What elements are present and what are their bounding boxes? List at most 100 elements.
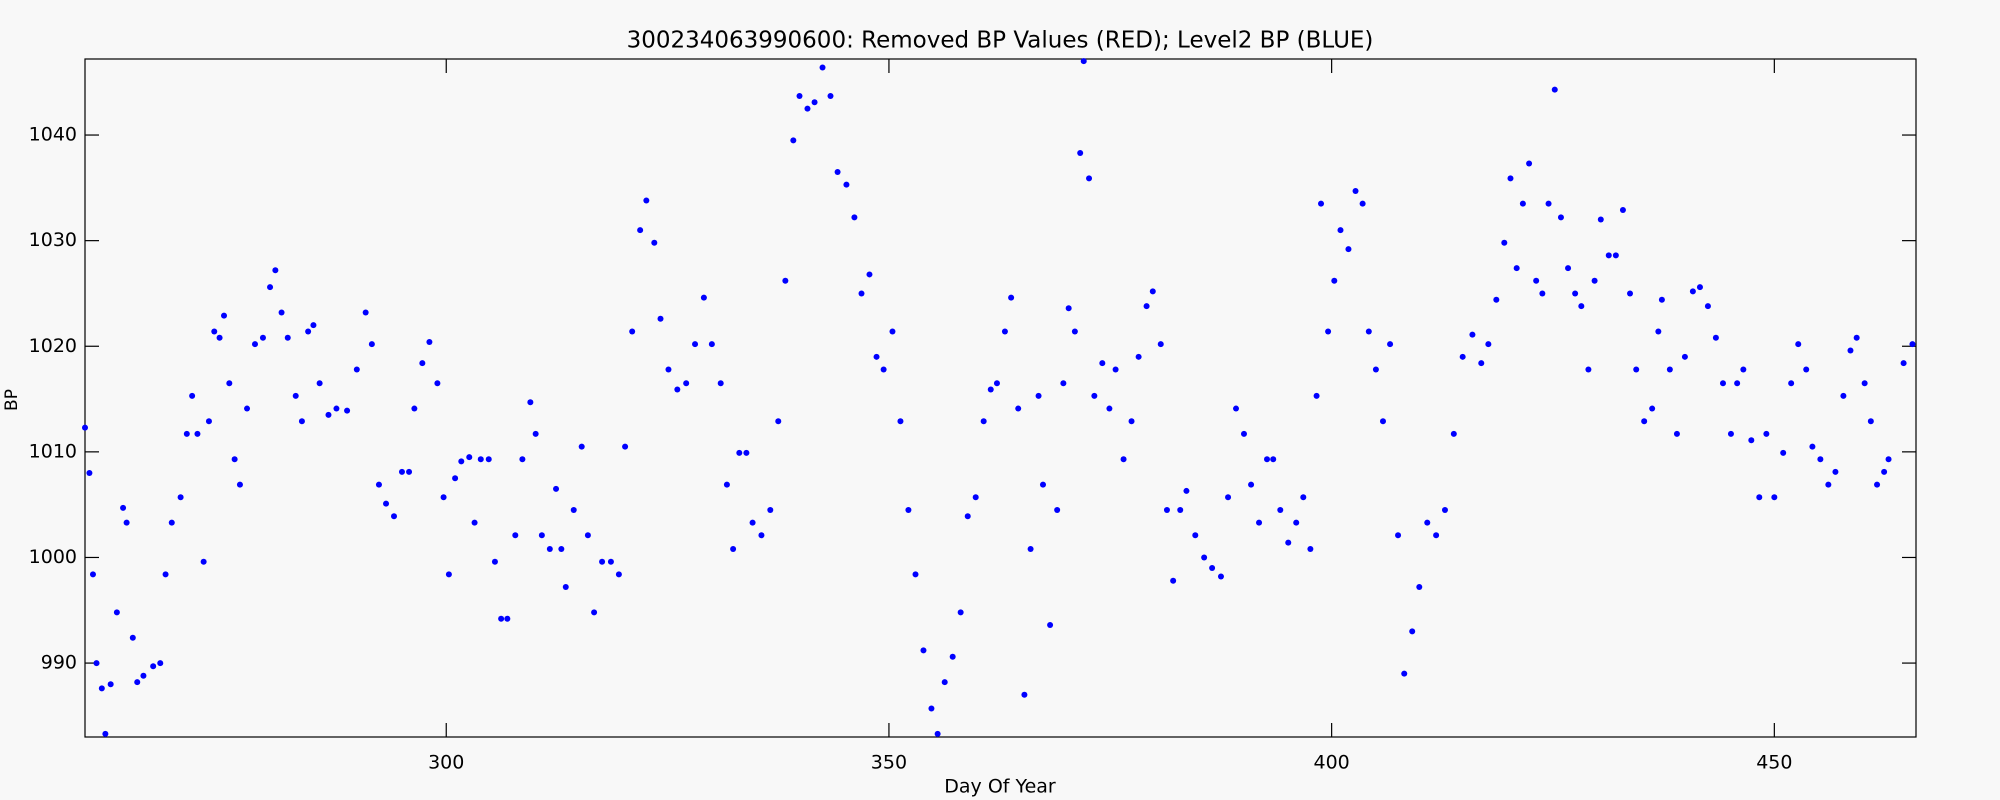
data-point	[1372, 366, 1379, 373]
data-point	[622, 443, 629, 450]
data-point	[383, 500, 390, 507]
data-point	[1756, 494, 1763, 501]
data-point	[1248, 481, 1255, 488]
data-point	[411, 405, 418, 412]
data-point	[221, 312, 228, 319]
data-point	[1689, 288, 1696, 295]
data-point	[1035, 392, 1042, 399]
y-tick-label: 990	[41, 652, 77, 674]
data-point	[1433, 532, 1440, 539]
data-point	[458, 458, 465, 465]
data-point	[1565, 265, 1572, 272]
data-point	[491, 558, 498, 565]
data-point	[305, 328, 312, 335]
data-point	[1633, 366, 1640, 373]
data-point	[790, 137, 797, 144]
data-point	[445, 571, 452, 578]
data-point	[811, 99, 818, 106]
data-point	[333, 405, 340, 412]
data-point	[1183, 487, 1190, 494]
data-point	[298, 418, 305, 425]
data-point	[1065, 305, 1072, 312]
data-point	[1157, 341, 1164, 348]
plot-frame	[84, 58, 1917, 738]
data-point	[344, 407, 351, 414]
data-point	[957, 609, 964, 616]
y-tick-label: 1030	[29, 229, 77, 251]
data-point	[1551, 86, 1558, 93]
data-point	[419, 360, 426, 367]
data-point	[949, 653, 956, 660]
data-point	[1788, 380, 1795, 387]
data-point	[1359, 200, 1366, 207]
data-point	[1318, 200, 1325, 207]
data-point	[866, 271, 873, 278]
data-point	[485, 456, 492, 463]
data-point	[1293, 519, 1300, 526]
data-point	[1112, 366, 1119, 373]
data-point	[1909, 341, 1916, 348]
data-point	[1300, 494, 1307, 501]
data-point	[200, 558, 207, 565]
data-point	[1655, 328, 1662, 335]
data-point	[1526, 160, 1533, 167]
data-point	[1387, 341, 1394, 348]
data-point	[1365, 328, 1372, 335]
data-point	[972, 494, 979, 501]
data-point	[1740, 366, 1747, 373]
data-point	[236, 481, 243, 488]
data-point	[272, 267, 279, 274]
data-point	[1135, 353, 1142, 360]
data-point	[1557, 214, 1564, 221]
data-point	[889, 328, 896, 335]
data-point	[1264, 456, 1271, 463]
data-point	[934, 730, 941, 737]
data-point	[1177, 506, 1184, 513]
data-point	[775, 418, 782, 425]
data-point	[1673, 430, 1680, 437]
data-point	[1209, 565, 1216, 572]
data-point	[941, 679, 948, 686]
data-point	[804, 105, 811, 112]
data-point	[1533, 277, 1540, 284]
data-point	[477, 456, 484, 463]
data-point	[993, 380, 1000, 387]
data-point	[1192, 532, 1199, 539]
data-point	[599, 558, 606, 565]
data-point	[1840, 392, 1847, 399]
data-point	[570, 506, 577, 513]
data-point	[1086, 175, 1093, 182]
data-point	[1881, 468, 1888, 475]
data-point	[643, 197, 650, 204]
x-axis-label: Day Of Year	[944, 776, 1056, 798]
data-point	[1285, 539, 1292, 546]
data-point	[1572, 290, 1579, 297]
data-point	[1395, 532, 1402, 539]
data-point	[375, 481, 382, 488]
data-point	[928, 705, 935, 712]
data-point	[1867, 418, 1874, 425]
y-tick-label: 1000	[29, 546, 77, 568]
data-point	[700, 294, 707, 301]
data-point	[140, 672, 147, 679]
data-point	[259, 334, 266, 341]
data-point	[1545, 200, 1552, 207]
data-point	[796, 92, 803, 99]
data-point	[1313, 392, 1320, 399]
data-point	[1519, 200, 1526, 207]
data-point	[107, 681, 114, 688]
data-point	[353, 366, 360, 373]
data-point	[1649, 405, 1656, 412]
data-point	[1619, 207, 1626, 214]
data-point	[1874, 481, 1881, 488]
data-point	[406, 468, 413, 475]
data-point	[1416, 584, 1423, 591]
data-point	[398, 468, 405, 475]
y-tick-label: 1010	[29, 440, 77, 462]
data-point	[1712, 334, 1719, 341]
data-point	[1401, 670, 1408, 677]
data-point	[123, 519, 130, 526]
data-point	[325, 411, 332, 418]
data-point	[86, 469, 93, 476]
